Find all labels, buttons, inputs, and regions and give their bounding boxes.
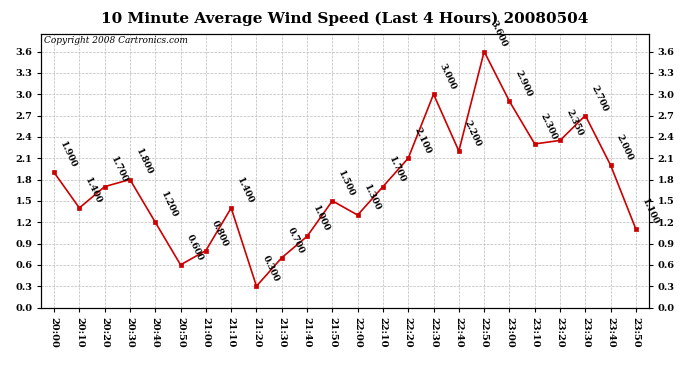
Text: 1.800: 1.800 [134, 147, 154, 177]
Text: 1.000: 1.000 [311, 204, 331, 234]
Text: 1.200: 1.200 [159, 190, 179, 219]
Text: 2.350: 2.350 [564, 108, 584, 138]
Text: 0.800: 0.800 [210, 219, 230, 248]
Text: 0.600: 0.600 [185, 233, 205, 262]
Text: 1.500: 1.500 [337, 169, 357, 198]
Text: 0.300: 0.300 [261, 254, 281, 284]
Text: 3.600: 3.600 [489, 20, 509, 49]
Text: 1.700: 1.700 [387, 154, 407, 184]
Text: 1.700: 1.700 [109, 154, 129, 184]
Text: 2.300: 2.300 [539, 112, 559, 141]
Text: 1.100: 1.100 [640, 197, 660, 226]
Text: 2.700: 2.700 [589, 84, 609, 113]
Text: 1.900: 1.900 [58, 140, 78, 170]
Text: 1.400: 1.400 [83, 176, 104, 205]
Text: 0.700: 0.700 [286, 226, 306, 255]
Text: 2.200: 2.200 [463, 119, 483, 148]
Text: 2.000: 2.000 [615, 134, 635, 162]
Text: 2.100: 2.100 [413, 126, 433, 155]
Text: 3.000: 3.000 [437, 62, 457, 92]
Text: Copyright 2008 Cartronics.com: Copyright 2008 Cartronics.com [44, 36, 188, 45]
Text: 10 Minute Average Wind Speed (Last 4 Hours) 20080504: 10 Minute Average Wind Speed (Last 4 Hou… [101, 11, 589, 26]
Text: 2.900: 2.900 [513, 69, 533, 99]
Text: 1.400: 1.400 [235, 176, 255, 205]
Text: 1.300: 1.300 [362, 183, 382, 212]
